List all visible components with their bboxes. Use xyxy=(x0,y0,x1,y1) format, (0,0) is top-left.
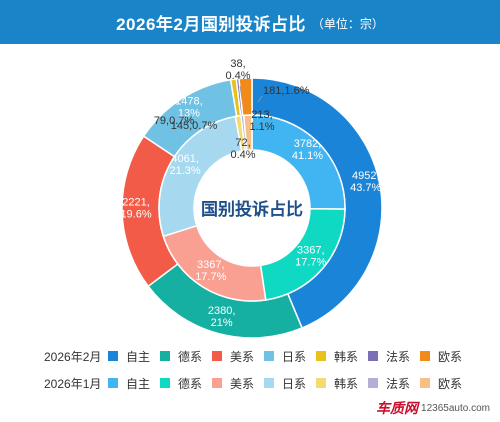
slice-labels: 4952, 43.7% 2380, 21% 2221, 19.6% 1478, 13%79,0… xyxy=(120,58,381,329)
slice-label-inner-美系: 3367, 17.7% xyxy=(195,259,226,283)
brand-url: 12365auto.com xyxy=(421,402,490,414)
legend-label: 自主 xyxy=(126,349,151,364)
slice-label-inner-自主: 3782, 41.1% xyxy=(292,138,323,162)
legend-item-韩系: 韩系 xyxy=(316,348,358,365)
legend-row-label: 2026年2月 xyxy=(44,349,102,364)
legend-swatch xyxy=(264,351,274,361)
legend-label: 法系 xyxy=(386,376,411,391)
slice-label-inner-法系: 72, 0.4% xyxy=(230,137,255,161)
legend-item-美系: 美系 xyxy=(212,375,254,392)
legend-label: 欧系 xyxy=(438,349,463,364)
chart-header: 2026年2月国别投诉占比 （单位：宗） xyxy=(0,0,500,44)
slice-label-inner-日系: 4061, 21.3% xyxy=(170,153,201,177)
slice-label-outer-法系: 38, 0.4% xyxy=(225,58,250,82)
legend-item-欧系: 欧系 xyxy=(420,375,462,392)
legend-swatch xyxy=(420,351,430,361)
legend-item-自主: 自主 xyxy=(108,348,150,365)
slice-label-outer-德系: 2380, 21% xyxy=(208,305,236,329)
slice-inner-欧系 xyxy=(242,114,253,152)
slice-label-outer-欧系: 181,1.6% xyxy=(263,85,310,97)
slice-label-outer-美系: 2221, 19.6% xyxy=(120,196,151,220)
leader-line xyxy=(257,95,263,103)
legend-item-欧系: 欧系 xyxy=(420,348,462,365)
legend-swatch xyxy=(108,378,118,388)
legend-label: 德系 xyxy=(178,376,203,391)
legend-swatch xyxy=(160,351,170,361)
legend-item-美系: 美系 xyxy=(212,348,254,365)
legend-swatch xyxy=(316,378,326,388)
legend-swatch xyxy=(316,351,326,361)
legend-swatch xyxy=(108,351,118,361)
legend-swatch xyxy=(264,378,274,388)
donut-chart: 4952, 43.7% 2380, 21% 2221, 19.6% 1478, 13%79,0… xyxy=(120,58,383,339)
legend-item-德系: 德系 xyxy=(160,375,202,392)
legend-label: 美系 xyxy=(230,376,255,391)
legend-item-德系: 德系 xyxy=(160,348,202,365)
legend-swatch xyxy=(368,378,378,388)
legend-label: 自主 xyxy=(126,376,151,391)
leader-line xyxy=(239,85,243,101)
slice-label-outer-韩系: 79,0.7% xyxy=(154,115,195,127)
legend-label: 欧系 xyxy=(438,376,463,391)
center-label: 国别投诉占比 xyxy=(201,199,303,219)
legend-item-法系: 法系 xyxy=(368,375,410,392)
legend-label: 韩系 xyxy=(334,376,359,391)
legend-item-韩系: 韩系 xyxy=(316,375,358,392)
chart-unit: （单位：宗） xyxy=(311,17,384,31)
slice-label-inner-德系: 3367, 17.7% xyxy=(295,244,326,268)
legend-swatch xyxy=(420,378,430,388)
legend-row-2026-02: 2026年2月 自主 德系 美系 日系 韩系 法系 欧系 xyxy=(0,347,500,365)
legend-item-自主: 自主 xyxy=(108,375,150,392)
chart-title: 2026年2月国别投诉占比 xyxy=(116,14,306,34)
slice-label-inner-欧系: 213, 1.1% xyxy=(249,109,274,133)
legend-item-日系: 日系 xyxy=(264,348,306,365)
legend-label: 法系 xyxy=(386,349,411,364)
brand-logo: 车质网 xyxy=(376,400,419,416)
legend-label: 日系 xyxy=(282,376,307,391)
footer-logo: 车质网 12365auto.com xyxy=(376,398,490,418)
legend-label: 美系 xyxy=(230,349,255,364)
slice-label-outer-自主: 4952, 43.7% xyxy=(350,170,381,194)
legend-swatch xyxy=(368,351,378,361)
legend-label: 德系 xyxy=(178,349,203,364)
legend-item-日系: 日系 xyxy=(264,375,306,392)
legend-label: 日系 xyxy=(282,349,307,364)
legend-item-法系: 法系 xyxy=(368,348,410,365)
legend-swatch xyxy=(212,378,222,388)
inner-ring-2026-01 xyxy=(158,114,346,302)
legend-label: 韩系 xyxy=(334,349,359,364)
legend-swatch xyxy=(212,351,222,361)
slice-label-outer-日系: 1478, 13% xyxy=(175,96,203,120)
legend-swatch xyxy=(160,378,170,388)
slice-label-inner-韩系: 145,0.7% xyxy=(171,120,218,132)
legend-row-2026-01: 2026年1月 自主 德系 美系 日系 韩系 法系 欧系 xyxy=(0,374,500,392)
legend-row-label: 2026年1月 xyxy=(44,376,102,391)
